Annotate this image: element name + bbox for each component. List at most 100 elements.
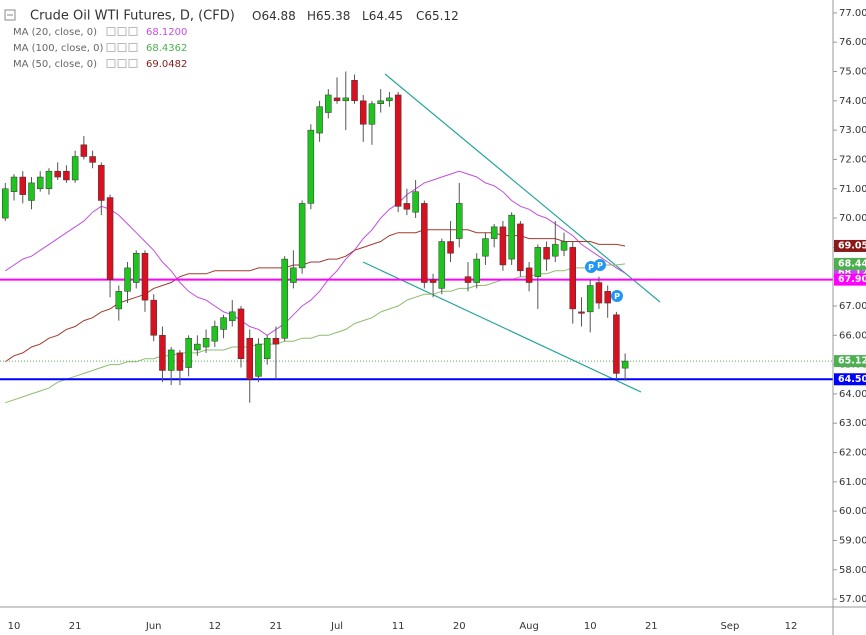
price-label: 69.05 — [838, 240, 866, 251]
price-label: 65.12 — [838, 356, 866, 367]
x-tick-label: Sep — [720, 621, 739, 632]
candle-body — [202, 337, 210, 348]
candle-body — [272, 337, 280, 345]
candle-body — [482, 238, 489, 257]
candle-body — [351, 80, 358, 102]
candle-body — [359, 100, 367, 125]
y-tick-label: 73.00 — [839, 125, 866, 136]
ohlc-number: 64.88 — [261, 9, 295, 23]
legend-icon — [128, 27, 138, 36]
candle-body — [194, 343, 201, 351]
candle-body — [220, 317, 227, 330]
x-tick-label: Aug — [519, 621, 539, 632]
candle-body — [124, 267, 131, 292]
candle-body — [10, 176, 18, 192]
candle-body — [255, 343, 262, 377]
candle-body — [543, 247, 550, 260]
price-label-bg — [834, 273, 866, 286]
legend-icon — [117, 43, 127, 52]
y-tick-label: 64.00 — [839, 389, 866, 400]
candle-body — [325, 94, 332, 113]
legend: Crude Oil WTI Futures, D, (CFD) O64.88 H6… — [4, 9, 459, 70]
price-label: 64.50 — [838, 374, 866, 385]
candle-body — [517, 223, 524, 272]
candle-body — [89, 156, 96, 163]
y-tick-label: 57.00 — [839, 594, 866, 605]
marker-label: P — [588, 263, 594, 272]
legend-name: MA (20, close, 0) — [13, 27, 97, 38]
candle-body — [298, 203, 306, 269]
candle-body — [490, 226, 498, 239]
y-tick-label: 61.00 — [839, 477, 866, 488]
x-tick-label: 20 — [453, 621, 466, 632]
candle-body — [281, 258, 288, 339]
candle-body — [106, 197, 114, 280]
candle-body — [621, 360, 629, 369]
candle-body — [447, 241, 454, 254]
legend-icon — [128, 43, 138, 52]
legend-icon — [106, 27, 116, 36]
candle-body — [333, 97, 341, 102]
x-tick-label: Jun — [145, 621, 162, 632]
y-tick-label: 77.00 — [839, 8, 866, 19]
legend-icon — [117, 59, 127, 68]
y-tick-label: 76.00 — [839, 37, 866, 48]
legend-icon — [106, 43, 116, 52]
plot-overlay: P PP — [2, 71, 629, 403]
candle-body — [133, 252, 140, 283]
candle-body — [36, 176, 44, 190]
candle-body — [438, 241, 446, 289]
candle-body — [595, 282, 603, 304]
candle-body — [578, 311, 585, 314]
candle-body — [28, 182, 35, 201]
candle-body — [586, 285, 594, 313]
candle-body — [412, 191, 419, 213]
candle-body — [604, 291, 611, 304]
price-label-bg — [834, 239, 866, 252]
candle-body — [386, 97, 393, 102]
chart-title: Crude Oil WTI Futures, D, (CFD) — [30, 9, 235, 24]
candle-body — [2, 188, 9, 219]
candle-body — [45, 170, 53, 190]
price-label: 68.44 — [838, 258, 866, 269]
candle-body — [237, 308, 245, 359]
legend-value: 68.4362 — [146, 43, 187, 54]
candle-body — [246, 337, 253, 380]
y-tick-label: 71.00 — [839, 184, 866, 195]
marker — [611, 290, 623, 302]
x-tick-label: 10 — [8, 621, 21, 632]
x-tick-label: 21 — [645, 621, 658, 632]
candle-body — [403, 203, 411, 210]
y-tick-label: 62.00 — [839, 448, 866, 459]
candle-body — [499, 226, 507, 266]
ohlc-key: H — [307, 9, 316, 23]
ohlc-key: L — [362, 9, 369, 23]
candle-body — [569, 247, 576, 310]
price-label-bg — [834, 373, 866, 386]
candle-body — [141, 252, 149, 301]
y-tick-label: 66.00 — [839, 330, 866, 341]
y-tick-label: 58.00 — [839, 565, 866, 576]
y-tick-label: 67.00 — [839, 301, 866, 312]
legend-icon — [128, 59, 138, 68]
price-label: 68.12 — [838, 268, 866, 279]
x-tick-label: 21 — [69, 621, 82, 632]
candle-body — [377, 100, 384, 105]
candle-body — [229, 311, 236, 321]
candle-body — [394, 94, 402, 207]
ohlc-number: 65.12 — [424, 9, 458, 23]
candle-body — [552, 244, 559, 257]
candle-body — [54, 170, 61, 178]
ohlc-value: O64.88 — [252, 9, 296, 23]
price-label-bg — [834, 257, 866, 270]
candle-body — [525, 267, 533, 283]
ohlc-key: O — [252, 9, 261, 23]
candle-body — [342, 97, 350, 102]
collapse-icon[interactable] — [4, 9, 16, 21]
candle-body — [473, 258, 480, 283]
candle-body — [290, 267, 297, 283]
candle-body — [63, 170, 70, 181]
legend-icon — [106, 59, 116, 68]
legend-name: MA (100, close, 0) — [13, 43, 103, 54]
